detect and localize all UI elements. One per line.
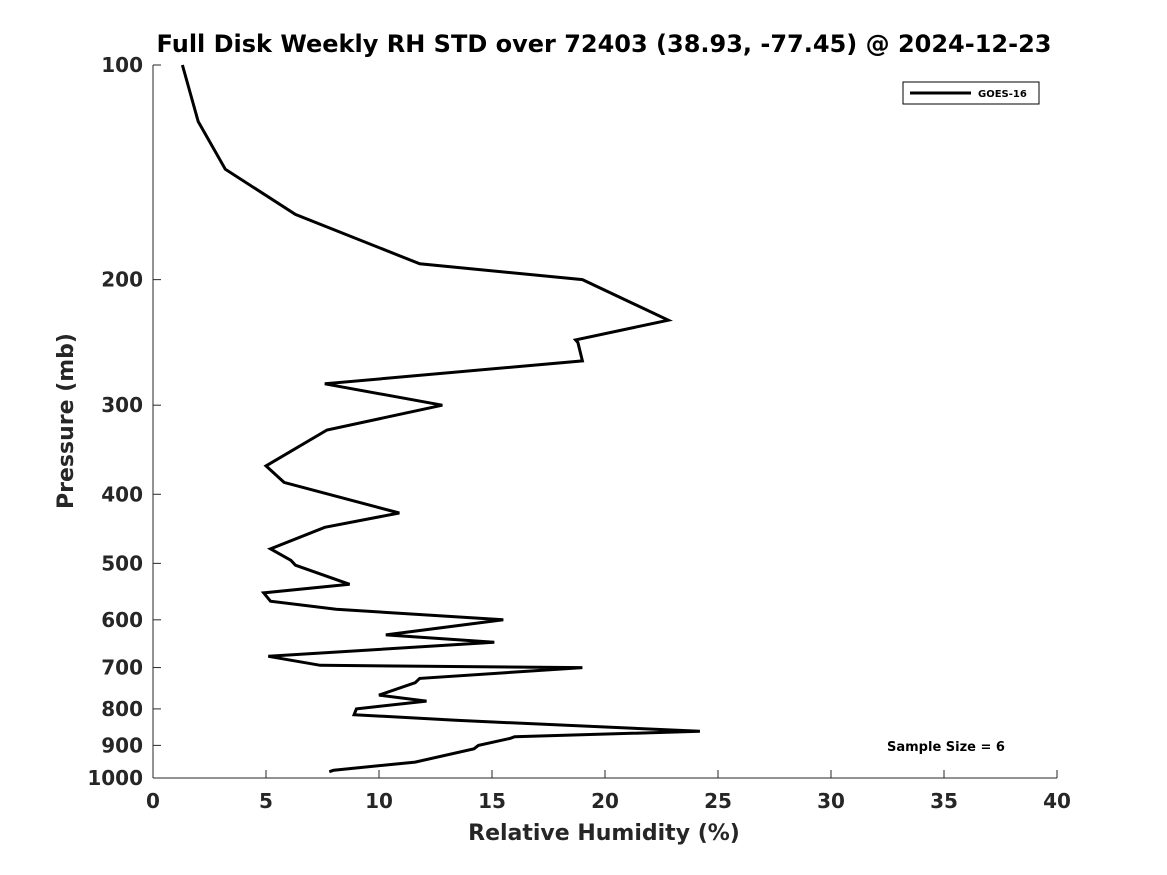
x-tick-label: 10: [365, 789, 393, 813]
legend-label-goes-16: GOES-16: [978, 89, 1027, 100]
y-tick-label: 500: [101, 551, 143, 575]
y-tick-label: 300: [101, 393, 143, 417]
y-tick-label: 900: [101, 733, 143, 757]
chart-title: Full Disk Weekly RH STD over 72403 (38.9…: [157, 30, 1052, 58]
x-tick-label: 40: [1043, 789, 1071, 813]
y-tick-label: 600: [101, 608, 143, 632]
plot-area: [153, 65, 1057, 778]
x-tick-label: 25: [704, 789, 732, 813]
y-tick-label: 100: [101, 53, 143, 77]
series-line-goes-16: [180, 64, 700, 774]
y-tick-label: 1000: [87, 766, 143, 790]
series-layer: [180, 64, 700, 774]
x-tick-label: 15: [478, 789, 506, 813]
x-tick-label: 30: [817, 789, 845, 813]
x-tick-label: 20: [591, 789, 619, 813]
y-tick-label: 200: [101, 268, 143, 292]
x-tick-label: 0: [146, 789, 160, 813]
x-tick-label: 35: [930, 789, 958, 813]
y-tick-label: 800: [101, 697, 143, 721]
y-axis-label: Pressure (mb): [54, 333, 79, 509]
y-tick-label: 700: [101, 656, 143, 680]
x-tick-label: 5: [259, 789, 273, 813]
y-tick-label: 400: [101, 482, 143, 506]
x-axis-label: Relative Humidity (%): [468, 821, 740, 846]
sample-size-annotation: Sample Size = 6: [887, 740, 1005, 755]
y-axis: 100 200 300 400 500 600 700 800 900 1000: [87, 53, 161, 790]
legend: GOES-16: [902, 81, 1040, 105]
x-axis: 0 5 10 15 20 25 30 35 40: [146, 770, 1071, 813]
